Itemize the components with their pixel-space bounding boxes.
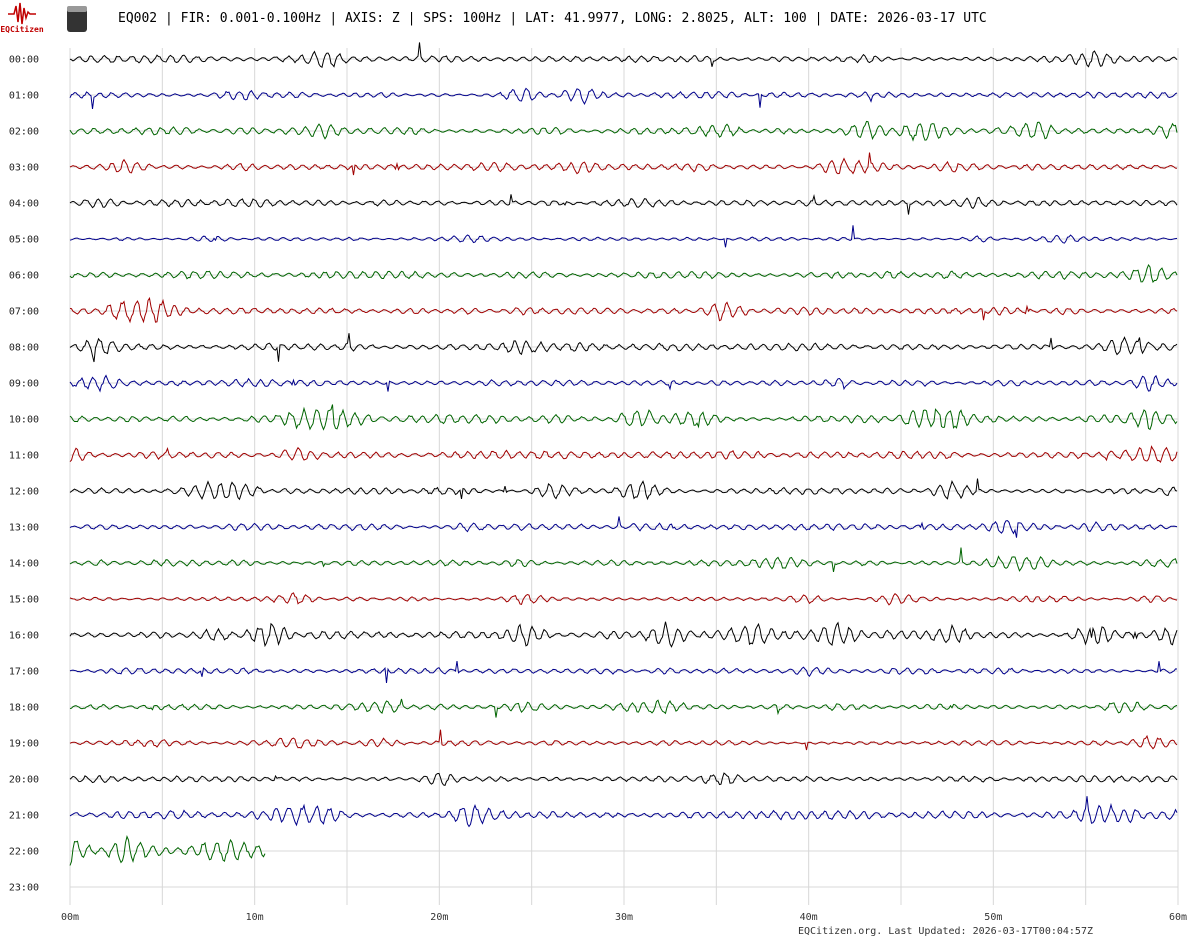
row-label: 12:00	[9, 487, 39, 498]
row-label: 07:00	[9, 307, 39, 318]
row-label: 02:00	[9, 127, 39, 138]
row-label: 16:00	[9, 631, 39, 642]
trace	[69, 592, 1178, 606]
x-tick-label: 60m	[1169, 912, 1187, 923]
row-label: 01:00	[9, 91, 39, 102]
logo: EQCitizen	[0, 2, 87, 34]
row-label: 03:00	[9, 163, 39, 174]
row-label: 10:00	[9, 415, 39, 426]
row-label: 04:00	[9, 199, 39, 210]
row-label: 19:00	[9, 739, 39, 750]
trace	[69, 194, 1178, 215]
row-label: 20:00	[9, 775, 39, 786]
trace	[69, 547, 1178, 572]
logo-text: EQCitizen	[0, 24, 44, 34]
row-label: 15:00	[9, 595, 39, 606]
row-label: 00:00	[9, 55, 39, 66]
trace	[69, 516, 1178, 538]
x-tick-label: 20m	[430, 912, 448, 923]
row-label: 11:00	[9, 451, 39, 462]
trace	[69, 729, 1178, 751]
footer: EQCitizen.org. Last Updated: 2026-03-17T…	[798, 926, 1093, 937]
chart-title: EQ002 | FIR: 0.001-0.100Hz | AXIS: Z | S…	[118, 11, 987, 26]
trace	[69, 87, 1178, 109]
trace	[69, 152, 1178, 176]
row-label: 18:00	[9, 703, 39, 714]
trace	[69, 478, 1178, 501]
trace	[69, 661, 1178, 684]
trace	[69, 621, 1178, 648]
row-label: 21:00	[9, 811, 39, 822]
trace	[69, 698, 1178, 718]
x-tick-label: 40m	[800, 912, 818, 923]
row-label: 05:00	[9, 235, 39, 246]
trace	[69, 772, 1178, 787]
sensor-icon	[67, 6, 87, 32]
x-tick-label: 50m	[984, 912, 1002, 923]
row-label: 09:00	[9, 379, 39, 390]
x-tick-label: 10m	[246, 912, 264, 923]
trace	[69, 445, 1178, 464]
trace	[69, 42, 1178, 68]
row-label: 13:00	[9, 523, 39, 534]
row-label: 14:00	[9, 559, 39, 570]
trace	[69, 404, 1178, 431]
x-tick-label: 30m	[615, 912, 633, 923]
trace	[69, 296, 1178, 324]
trace	[69, 264, 1178, 283]
trace	[69, 835, 266, 866]
trace	[69, 333, 1178, 363]
row-label: 22:00	[9, 847, 39, 858]
row-label: 06:00	[9, 271, 39, 282]
trace	[69, 120, 1178, 142]
trace	[69, 374, 1178, 393]
x-tick-label: 00m	[61, 912, 79, 923]
row-label: 08:00	[9, 343, 39, 354]
logo-icon	[8, 2, 36, 25]
row-label: 17:00	[9, 667, 39, 678]
row-label: 23:00	[9, 883, 39, 894]
trace	[69, 225, 1178, 248]
sensor-cap	[67, 6, 87, 12]
trace	[69, 796, 1178, 828]
